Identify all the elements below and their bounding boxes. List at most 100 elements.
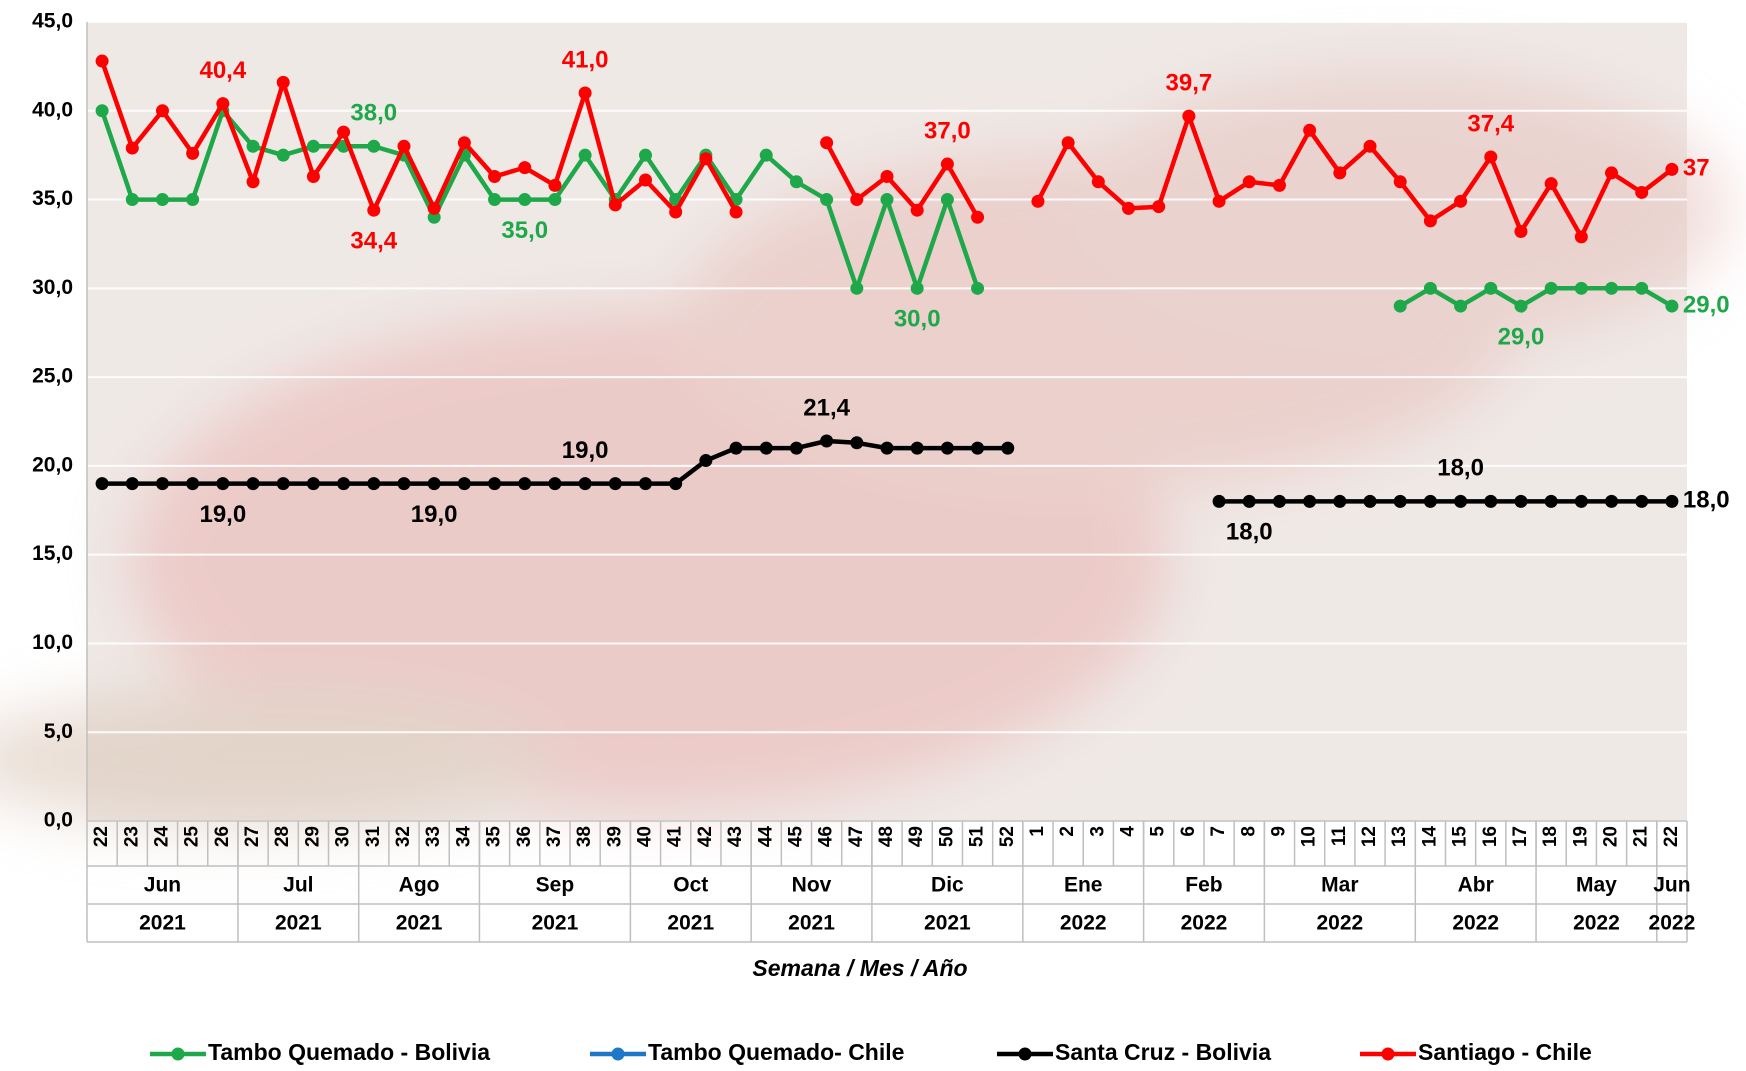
data-label: 37,4 bbox=[1467, 110, 1514, 137]
x-tick-label: 12 bbox=[1359, 826, 1380, 847]
data-point bbox=[1423, 494, 1437, 508]
x-tick-label: 27 bbox=[242, 826, 263, 847]
x-tick-label: 28 bbox=[272, 826, 293, 847]
x-tick-label: 36 bbox=[514, 826, 535, 847]
legend-marker bbox=[1018, 1047, 1032, 1061]
data-point bbox=[186, 477, 200, 491]
data-point bbox=[971, 281, 985, 295]
data-point bbox=[940, 441, 954, 455]
x-month-label: May bbox=[1576, 874, 1617, 897]
data-point bbox=[1091, 175, 1105, 189]
y-tick-label: 25,0 bbox=[32, 365, 73, 388]
data-point bbox=[306, 139, 320, 153]
data-point bbox=[1272, 494, 1286, 508]
data-point bbox=[940, 193, 954, 207]
x-tick-label: 23 bbox=[121, 826, 142, 847]
x-tick-label: 11 bbox=[1329, 826, 1350, 847]
data-point bbox=[1665, 162, 1679, 176]
data-point bbox=[548, 193, 562, 207]
data-point bbox=[971, 441, 985, 455]
x-tick-label: 3 bbox=[1087, 826, 1108, 837]
x-tick-label: 39 bbox=[604, 826, 625, 847]
y-tick-label: 5,0 bbox=[44, 720, 73, 743]
y-tick-label: 15,0 bbox=[32, 542, 73, 565]
data-point bbox=[1393, 175, 1407, 189]
x-month-label: Jun bbox=[1653, 874, 1690, 897]
data-point bbox=[427, 477, 441, 491]
x-tick-label: 22 bbox=[91, 826, 112, 847]
x-tick-label: 20 bbox=[1601, 826, 1622, 847]
data-point bbox=[1393, 494, 1407, 508]
legend-marker bbox=[611, 1047, 625, 1061]
x-month-label: Feb bbox=[1185, 874, 1222, 897]
x-tick-label: 47 bbox=[846, 826, 867, 847]
data-point bbox=[488, 477, 502, 491]
data-point bbox=[820, 193, 834, 207]
data-label: 19,0 bbox=[562, 437, 609, 464]
x-tick-label: 10 bbox=[1299, 826, 1320, 847]
x-tick-label: 41 bbox=[665, 826, 686, 848]
x-tick-label: 17 bbox=[1510, 826, 1531, 847]
data-label: 35,0 bbox=[501, 217, 548, 244]
x-tick-label: 8 bbox=[1238, 826, 1259, 837]
data-point bbox=[1544, 281, 1558, 295]
data-label: 29,0 bbox=[1498, 323, 1545, 350]
data-point bbox=[1363, 139, 1377, 153]
x-tick-label: 49 bbox=[906, 826, 927, 847]
data-label: 34,4 bbox=[350, 228, 397, 255]
data-point bbox=[1272, 178, 1286, 192]
data-point bbox=[1423, 214, 1437, 228]
data-point bbox=[910, 281, 924, 295]
data-point bbox=[518, 477, 532, 491]
data-label: 39,7 bbox=[1166, 69, 1213, 96]
x-tick-label: 18 bbox=[1540, 826, 1561, 847]
data-point bbox=[910, 203, 924, 217]
data-point bbox=[1333, 166, 1347, 180]
data-point bbox=[820, 136, 834, 150]
x-tick-label: 9 bbox=[1268, 826, 1289, 837]
data-point bbox=[246, 477, 260, 491]
x-year-label: 2022 bbox=[1649, 912, 1696, 935]
x-tick-label: 44 bbox=[755, 826, 776, 848]
data-label: 19,0 bbox=[199, 501, 246, 528]
x-month-label: Ene bbox=[1064, 874, 1103, 897]
data-point bbox=[1605, 281, 1619, 295]
x-tick-label: 22 bbox=[1661, 826, 1682, 847]
data-point bbox=[638, 173, 652, 187]
x-tick-label: 37 bbox=[544, 826, 565, 847]
legend-marker bbox=[171, 1047, 185, 1061]
x-year-label: 2021 bbox=[139, 912, 186, 935]
data-point bbox=[1122, 201, 1136, 215]
data-point bbox=[1544, 177, 1558, 191]
x-tick-label: 1 bbox=[1027, 826, 1048, 837]
data-point bbox=[1454, 194, 1468, 208]
data-point bbox=[578, 477, 592, 491]
x-tick-label: 30 bbox=[333, 826, 354, 847]
data-label: 21,4 bbox=[803, 394, 850, 421]
data-point bbox=[306, 477, 320, 491]
series-line bbox=[1035, 113, 1674, 240]
x-tick-label: 6 bbox=[1178, 826, 1199, 837]
series-line bbox=[99, 108, 980, 291]
data-point bbox=[397, 477, 411, 491]
x-year-label: 2021 bbox=[924, 912, 971, 935]
data-point bbox=[1152, 200, 1166, 214]
x-tick-label: 21 bbox=[1631, 826, 1652, 848]
x-tick-label: 4 bbox=[1118, 826, 1139, 837]
legend-label: Tambo Quemado- Chile bbox=[648, 1039, 904, 1065]
data-point bbox=[306, 169, 320, 183]
x-axis-title: Semana / Mes / Año bbox=[752, 955, 967, 981]
data-point bbox=[1665, 494, 1679, 508]
x-tick-label: 35 bbox=[484, 826, 505, 848]
x-year-label: 2022 bbox=[1181, 912, 1228, 935]
data-point bbox=[337, 125, 351, 139]
data-point bbox=[880, 169, 894, 183]
x-tick-label: 32 bbox=[393, 826, 414, 847]
data-point bbox=[1303, 494, 1317, 508]
data-point bbox=[1544, 494, 1558, 508]
series-line bbox=[99, 60, 739, 215]
axis: 0,05,010,015,020,025,030,035,040,045,022… bbox=[32, 10, 1696, 943]
data-point bbox=[789, 441, 803, 455]
data-point bbox=[155, 104, 169, 118]
x-tick-label: 2 bbox=[1057, 826, 1078, 837]
